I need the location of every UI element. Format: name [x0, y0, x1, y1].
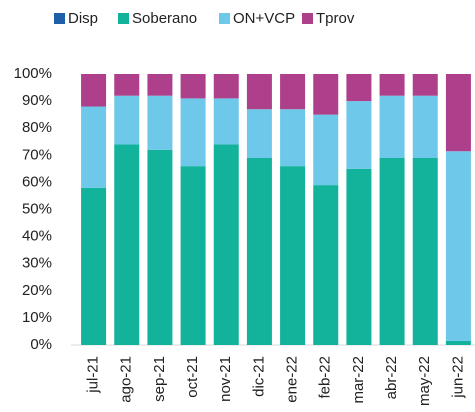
bar-segment	[379, 158, 405, 345]
x-tick-label: ago-21	[118, 356, 135, 403]
y-tick-label: 90%	[22, 92, 52, 109]
x-tick-label: abr-22	[383, 356, 400, 399]
bar-segment	[81, 106, 107, 188]
y-tick-label: 40%	[22, 228, 52, 245]
y-tick-label: 60%	[22, 173, 52, 190]
legend-swatch	[118, 13, 129, 24]
bar-segment	[180, 98, 206, 167]
x-tick-label: dic-21	[250, 356, 267, 397]
bar-segment	[346, 101, 372, 169]
bar-segment	[180, 166, 206, 345]
bar-segment	[246, 109, 272, 159]
bar-segment	[412, 74, 438, 96]
bar-segment	[213, 74, 239, 99]
bar-segment	[445, 340, 471, 345]
legend-label: ON+VCP	[233, 10, 295, 27]
x-tick-label: nov-21	[217, 356, 234, 402]
legend-label: Tprov	[316, 10, 355, 27]
y-tick-label: 50%	[22, 200, 52, 217]
bar-segment	[280, 74, 306, 110]
bar-segment	[313, 74, 339, 115]
y-tick-label: 100%	[14, 65, 52, 82]
bar-segment	[346, 168, 372, 345]
bar-segment	[213, 144, 239, 345]
bar-segment	[147, 74, 173, 96]
bar-segment	[346, 74, 372, 102]
y-tick-label: 30%	[22, 255, 52, 272]
legend-label: Disp	[68, 10, 98, 27]
y-tick-label: 20%	[22, 282, 52, 299]
bar-segment	[81, 187, 107, 345]
bar-segment	[445, 74, 471, 152]
bar-segment	[313, 185, 339, 345]
bar-segment	[114, 95, 140, 145]
x-tick-label: may-22	[416, 356, 433, 406]
x-tick-label: jul-21	[85, 356, 102, 394]
bar-segment	[213, 98, 239, 145]
bar-segment	[379, 95, 405, 159]
x-tick-label: sep-21	[151, 356, 168, 402]
bar-segment	[280, 109, 306, 167]
bar-segment	[246, 74, 272, 110]
bar-segment	[280, 166, 306, 345]
bar-segment	[147, 149, 173, 345]
legend-swatch	[54, 13, 65, 24]
bar-segment	[180, 74, 206, 99]
y-tick-label: 80%	[22, 119, 52, 136]
x-tick-label: mar-22	[350, 356, 367, 404]
legend-swatch	[302, 13, 313, 24]
bar-segment	[412, 158, 438, 345]
x-tick-label: ene-22	[284, 356, 301, 403]
y-tick-label: 0%	[30, 336, 52, 353]
x-tick-label: jun-22	[449, 356, 466, 399]
bar-segment	[379, 74, 405, 96]
bar-segment	[445, 151, 471, 341]
y-tick-label: 70%	[22, 146, 52, 163]
bar-segment	[313, 114, 339, 186]
legend-label: Soberano	[132, 10, 197, 27]
bar-segment	[246, 158, 272, 345]
legend-swatch	[219, 13, 230, 24]
y-tick-label: 10%	[22, 309, 52, 326]
bar-segment	[81, 74, 107, 107]
x-tick-label: feb-22	[317, 356, 334, 399]
bar-segment	[114, 144, 140, 345]
x-tick-label: oct-21	[184, 356, 201, 398]
bar-segment	[114, 74, 140, 96]
bar-segment	[147, 95, 173, 150]
bar-segment	[412, 95, 438, 159]
